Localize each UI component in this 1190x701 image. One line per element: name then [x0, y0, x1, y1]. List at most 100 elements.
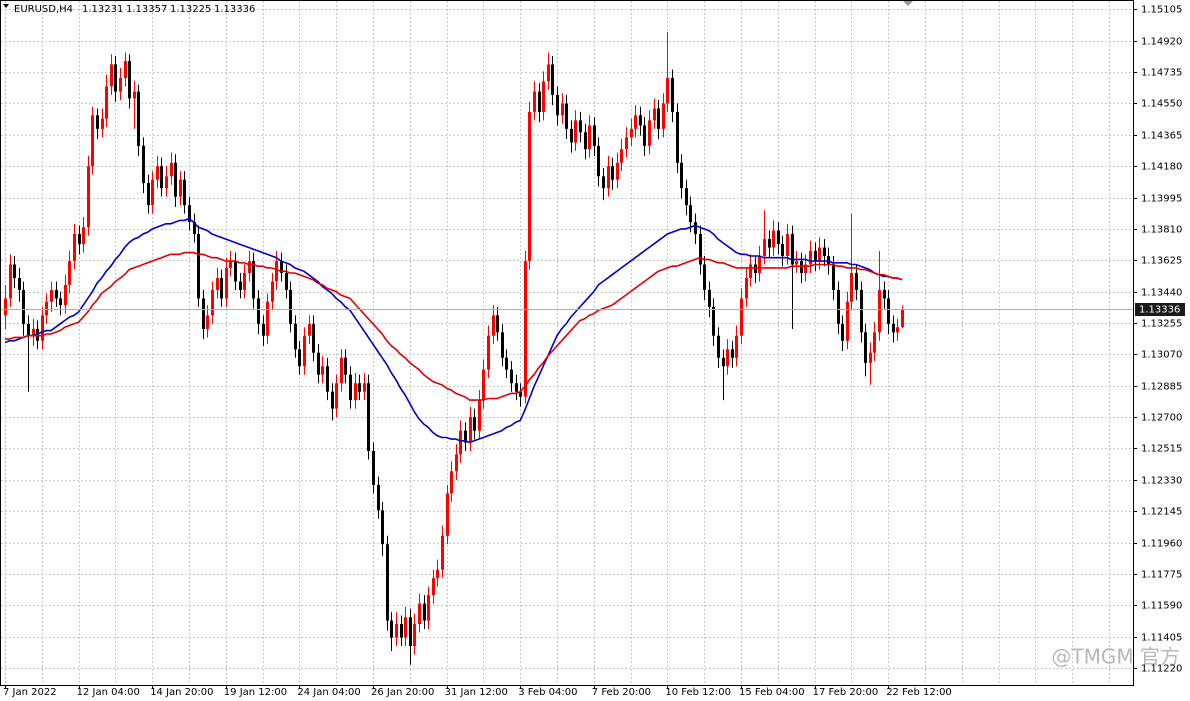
candle-body	[892, 323, 895, 333]
candle-body	[653, 108, 656, 121]
candle-body	[349, 374, 352, 401]
candle-body	[869, 352, 872, 363]
candle-body	[193, 222, 196, 234]
candle-body	[160, 166, 163, 189]
candle-body	[901, 309, 904, 328]
x-tick-label: 31 Jan 12:00	[445, 687, 508, 698]
candle-body	[22, 289, 25, 324]
candle-body	[271, 281, 274, 302]
candle-body	[64, 284, 67, 306]
x-tick-label: 12 Jan 04:00	[77, 687, 140, 698]
candle-body	[515, 383, 518, 392]
candle-body	[262, 323, 265, 336]
x-tick-label: 10 Feb 12:00	[665, 687, 731, 698]
candle-body	[436, 569, 439, 579]
candle-body	[694, 222, 697, 234]
x-tick-label: 14 Jan 20:00	[150, 687, 213, 698]
candle-body	[400, 623, 403, 638]
candle-body	[768, 239, 771, 248]
candle-body	[551, 64, 554, 95]
candle-body	[565, 103, 568, 129]
candle-body	[377, 484, 380, 511]
candle-body	[749, 264, 752, 279]
candle-body	[482, 369, 485, 401]
candle-body	[561, 103, 564, 116]
x-tick-label: 26 Jan 20:00	[371, 687, 434, 698]
candle-body	[855, 272, 858, 290]
candle-body	[87, 166, 90, 228]
candle-body	[740, 298, 743, 336]
candle-body	[758, 256, 761, 273]
candle-body	[873, 332, 876, 353]
candle-body	[519, 391, 522, 397]
candle-body	[326, 366, 329, 392]
y-tick-label: 1.13995	[1141, 194, 1182, 205]
y-tick-label: 1.13810	[1141, 225, 1182, 236]
candle-body	[745, 278, 748, 299]
candle-body	[294, 323, 297, 350]
y-tick-label: 1.13625	[1141, 256, 1182, 267]
candle-body	[887, 298, 890, 324]
header-open: 1.13231	[82, 4, 123, 15]
moving-average	[5, 251, 903, 401]
candle-body	[630, 128, 633, 138]
candle-body	[312, 323, 315, 353]
candle-body	[197, 233, 200, 299]
candle-body	[662, 103, 665, 129]
candle-body	[252, 261, 255, 299]
candle-body	[896, 327, 899, 333]
candle-body	[413, 623, 416, 647]
menu-arrow[interactable]	[3, 4, 9, 8]
candle-body	[864, 332, 867, 363]
candle-body	[133, 91, 136, 99]
candle-body	[648, 120, 651, 146]
candle-body	[772, 230, 775, 248]
candle-body	[657, 108, 660, 129]
candle-body	[510, 369, 513, 384]
y-tick-label: 1.14735	[1141, 68, 1182, 79]
candle-body	[473, 417, 476, 431]
candle-body	[266, 301, 269, 336]
candles	[4, 32, 904, 665]
candle-body	[68, 261, 71, 285]
y-tick-label: 1.14920	[1141, 37, 1182, 48]
candle-body	[735, 335, 738, 358]
candle-body	[588, 125, 591, 150]
candle-body	[505, 357, 508, 370]
x-tick-label: 24 Jan 04:00	[297, 687, 360, 698]
candle-body	[170, 162, 173, 177]
candle-body	[409, 617, 412, 647]
y-tick-label: 1.14365	[1141, 131, 1182, 142]
candle-body	[643, 125, 646, 146]
candle-body	[666, 77, 669, 104]
candle-body	[18, 278, 21, 290]
moving-average	[4, 217, 903, 444]
candle-body	[96, 115, 99, 129]
candle-body	[446, 493, 449, 536]
candle-body	[110, 64, 113, 87]
symbol: EURUSD,H4	[14, 4, 73, 15]
candle-body	[298, 349, 301, 367]
candle-body	[82, 227, 85, 245]
header-close: 1.13336	[214, 4, 255, 15]
candle-body	[717, 335, 720, 358]
candle-body	[639, 115, 642, 126]
candle-body	[671, 77, 674, 112]
candle-body	[381, 510, 384, 545]
candle-body	[533, 91, 536, 112]
y-tick-label: 1.15105	[1141, 5, 1182, 16]
candle-body	[703, 264, 706, 290]
candle-body	[423, 603, 426, 621]
candle-body	[50, 289, 53, 302]
header-low: 1.13225	[170, 4, 211, 15]
candle-body	[395, 623, 398, 638]
candle-body	[860, 289, 863, 333]
candle-body	[814, 250, 817, 262]
candle-body	[275, 261, 278, 282]
candle-body	[432, 578, 435, 596]
candle-body	[119, 77, 122, 92]
candle-body	[372, 451, 375, 485]
price-label-box	[1135, 303, 1185, 316]
x-tick-label: 3 Feb 04:00	[518, 687, 577, 698]
candle-body	[795, 261, 798, 265]
